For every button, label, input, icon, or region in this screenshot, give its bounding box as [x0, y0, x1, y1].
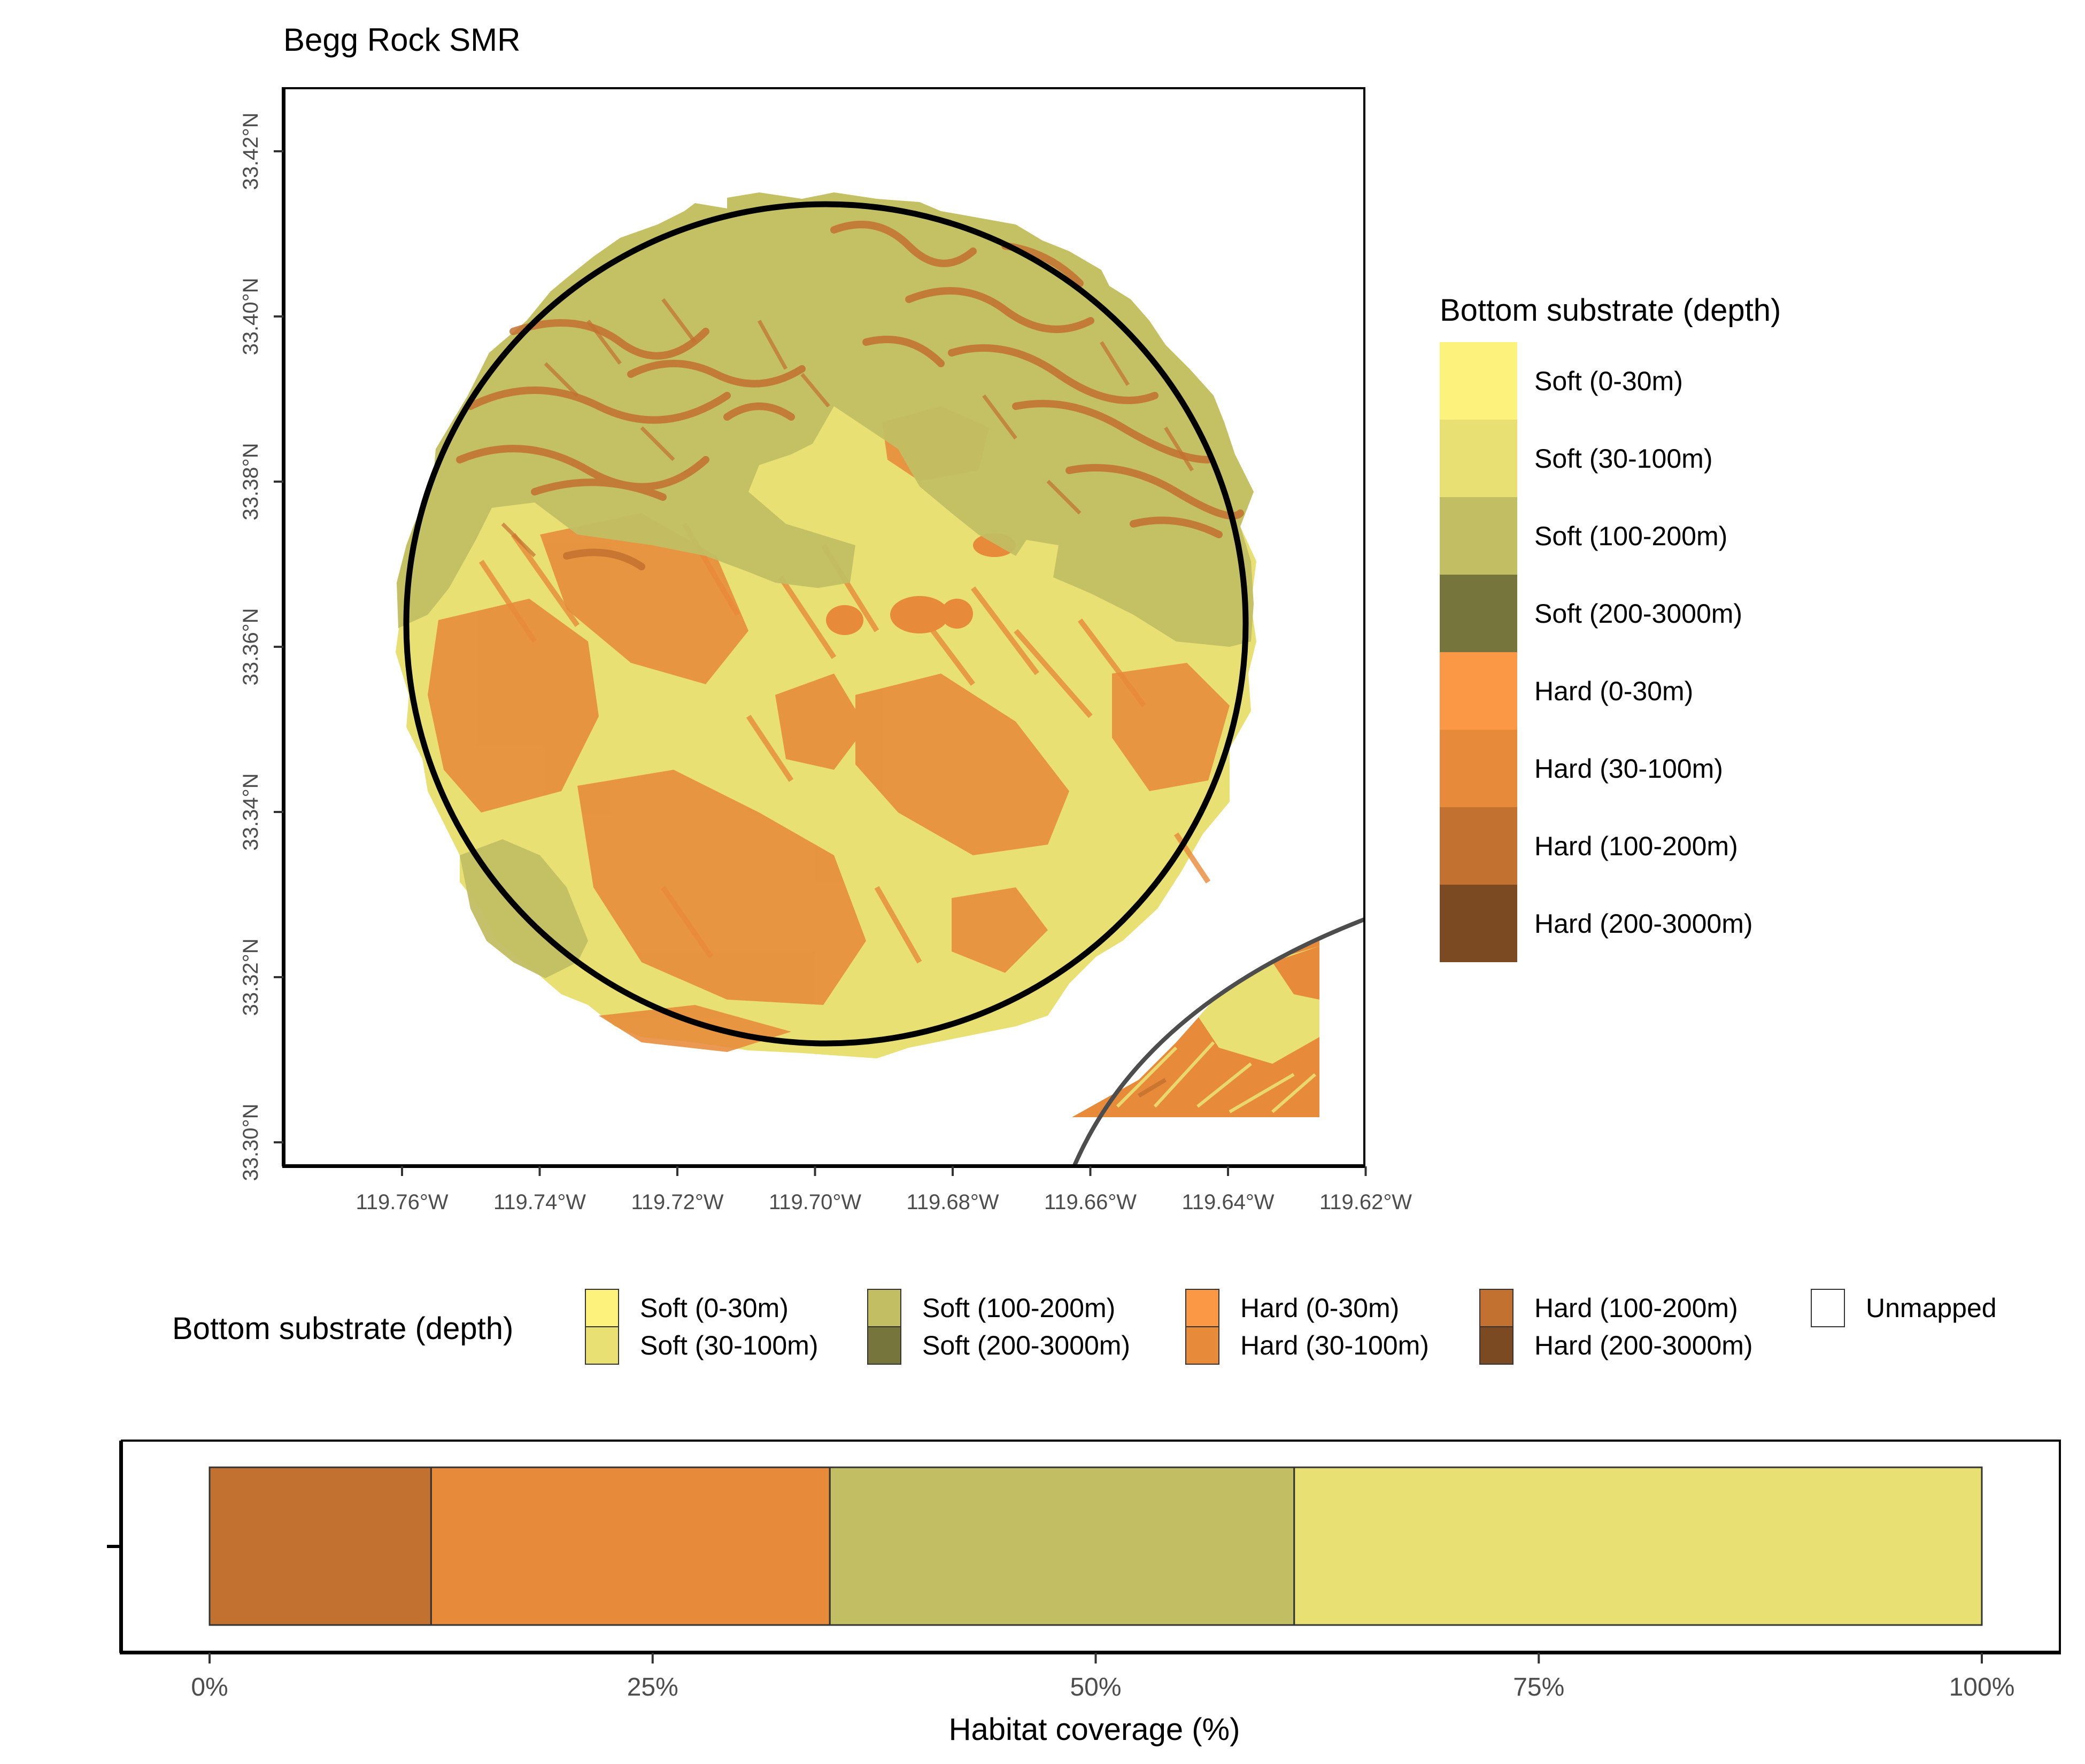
map-legend-swatch [1440, 342, 1517, 420]
bar-x-tick-label: 100% [1949, 1673, 2015, 1701]
latitude-tick-label: 33.40°N [239, 278, 262, 355]
latitude-tick-label: 33.30°N [239, 1104, 262, 1181]
bar-legend-swatch [1479, 1289, 1513, 1327]
map-legend-swatch [1440, 807, 1517, 885]
map-legend-swatch [1440, 885, 1517, 962]
bar-segment [208, 1466, 432, 1626]
map-legend-label: Hard (200-3000m) [1534, 909, 1753, 939]
bar-legend: Bottom substrate (depth) Soft (0-30m) Sof… [172, 1289, 1997, 1365]
soft-100-200m-zone [397, 192, 1254, 647]
bar-segment [430, 1466, 831, 1626]
map-legend-label: Soft (30-100m) [1534, 444, 1712, 474]
longitude-tick-label: 119.62°W [1319, 1190, 1412, 1214]
bar-x-tick-label: 75% [1513, 1673, 1564, 1701]
bar-legend-swatch [867, 1289, 901, 1327]
map-legend-label: Soft (0-30m) [1534, 366, 1683, 396]
longitude-tick-label: 119.66°W [1044, 1190, 1137, 1214]
substrate-raster [396, 192, 1319, 1117]
map-legend-title: Bottom substrate (depth) [1440, 293, 1781, 328]
map-legend-swatch [1440, 497, 1517, 575]
longitude-tick-label: 119.70°W [769, 1190, 861, 1214]
bar-segments [208, 1466, 1983, 1626]
map-legend-label: Soft (200-3000m) [1534, 599, 1742, 629]
latitude-ticks: 33.30°N 33.32°N 33.34°N 33.36°N 33.38°N 33.40… [239, 113, 283, 1181]
bar-legend-label: Hard (100-200m) [1534, 1293, 1738, 1323]
bar-legend-swatch [1185, 1289, 1219, 1327]
bar-legend-label: Unmapped [1866, 1293, 1997, 1323]
bar-segment [829, 1466, 1295, 1626]
map-legend: Bottom substrate (depth) Soft (0-30m) Sof… [1440, 293, 1781, 962]
map-panel: 119.76°W 119.74°W 119.72°W 119.70°W 119.68°W… [239, 87, 1412, 1214]
latitude-tick-label: 33.42°N [239, 113, 262, 190]
longitude-tick-label: 119.72°W [631, 1190, 723, 1214]
bar-legend-swatch [867, 1326, 901, 1365]
latitude-tick-label: 33.36°N [239, 608, 262, 686]
bar-x-axis-title: Habitat coverage (%) [949, 1712, 1240, 1747]
map-legend-swatch [1440, 420, 1517, 497]
longitude-tick-label: 119.74°W [493, 1190, 586, 1214]
map-legend-label: Hard (100-200m) [1534, 831, 1738, 861]
bar-x-tick-label: 50% [1070, 1673, 1121, 1701]
coverage-bar-chart: 0% 25% 50% 75% 100% Habitat coverage (%) [107, 1440, 2061, 1747]
map-title: Begg Rock SMR [283, 22, 521, 58]
bar-legend-swatch [1811, 1289, 1845, 1327]
bar-legend-label: Soft (30-100m) [640, 1330, 818, 1360]
longitude-tick-label: 119.76°W [356, 1190, 448, 1214]
bar-legend-label: Soft (100-200m) [922, 1293, 1115, 1323]
bar-legend-label: Soft (200-3000m) [922, 1330, 1130, 1360]
bar-legend-label: Hard (30-100m) [1240, 1330, 1429, 1360]
map-legend-swatch [1440, 730, 1517, 807]
bar-x-tick-label: 0% [191, 1673, 228, 1701]
longitude-tick-label: 119.68°W [906, 1190, 999, 1214]
map-legend-label: Soft (100-200m) [1534, 521, 1727, 551]
bar-legend-swatch [585, 1289, 619, 1327]
bar-legend-swatch [1185, 1326, 1219, 1365]
map-legend-label: Hard (0-30m) [1534, 676, 1693, 706]
bar-legend-label: Hard (0-30m) [1240, 1293, 1399, 1323]
latitude-tick-label: 33.32°N [239, 939, 262, 1016]
latitude-tick-label: 33.34°N [239, 773, 262, 851]
mpa-boundary [403, 201, 1249, 1047]
hard-100-200m-fine [501, 298, 1194, 558]
bar-legend-swatch [1479, 1326, 1513, 1365]
bar-x-tick-label: 25% [627, 1673, 678, 1701]
longitude-ticks: 119.76°W 119.74°W 119.72°W 119.70°W 119.68°W… [356, 1166, 1412, 1214]
hard-30-100m-spots [826, 533, 1016, 635]
bar-legend-label: Hard (200-3000m) [1534, 1330, 1753, 1360]
latitude-tick-label: 33.38°N [239, 443, 262, 521]
map-legend-label: Hard (30-100m) [1534, 754, 1723, 784]
bar-segment [1293, 1466, 1983, 1626]
map-legend-swatch [1440, 575, 1517, 652]
bar-legend-swatch [585, 1326, 619, 1365]
neighbor-mpa-boundary [1072, 917, 1364, 1165]
bar-legend-label: Soft (0-30m) [640, 1293, 789, 1323]
longitude-tick-label: 119.64°W [1182, 1190, 1274, 1214]
bar-legend-title: Bottom substrate (depth) [172, 1311, 513, 1346]
hard-30-100m-streaks [478, 522, 1211, 964]
bar-x-ticks: 0% 25% 50% 75% 100% [191, 1653, 2014, 1701]
map-legend-swatch [1440, 652, 1517, 730]
